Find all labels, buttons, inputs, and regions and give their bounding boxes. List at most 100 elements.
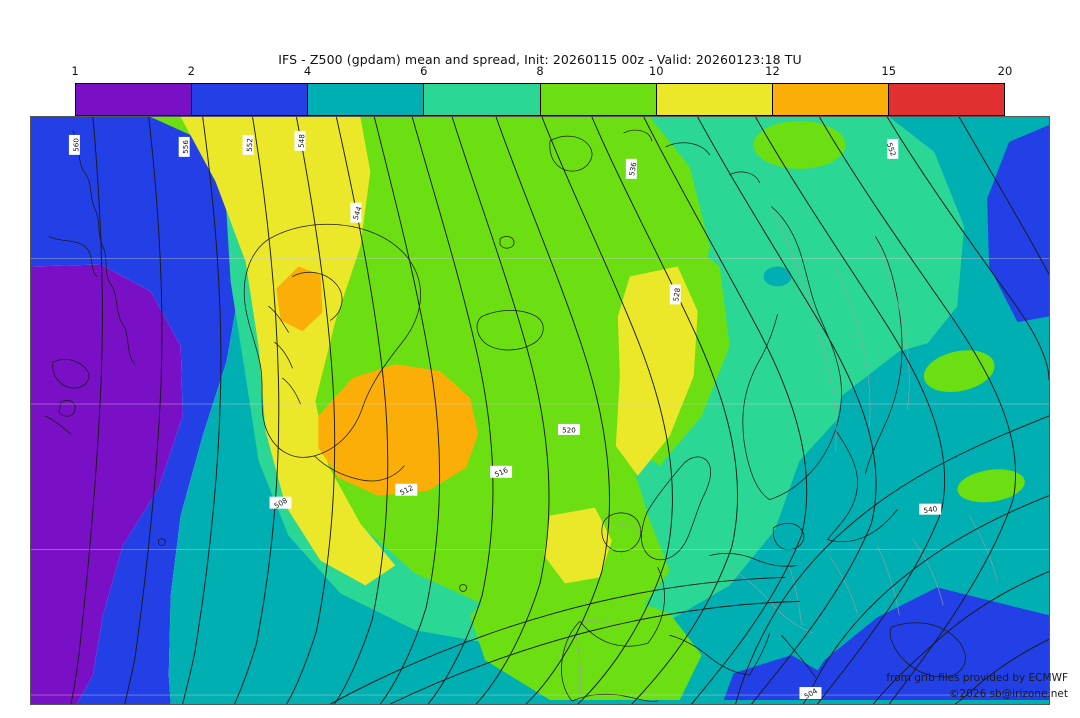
coast-arctic-isles [665, 142, 760, 184]
svg-text:556: 556 [181, 140, 190, 154]
border-fr-es [579, 620, 620, 628]
coast-europe-n [709, 553, 798, 567]
coast-labrador-2 [48, 236, 98, 277]
border-fin-rus [875, 238, 910, 411]
spread-band-10-12 [180, 117, 396, 586]
border-eu-3 [829, 555, 858, 614]
colorbar-tick-6: 6 [420, 64, 428, 78]
contour-label: 504 [799, 686, 822, 701]
contour-label: 544 [350, 202, 364, 223]
svg-text:552: 552 [245, 138, 254, 152]
page-title: IFS - Z500 (gpdam) mean and spread, Init… [278, 52, 802, 67]
contour-label: 560 [68, 134, 80, 155]
svg-text:528: 528 [671, 287, 682, 302]
contour-line [234, 117, 280, 704]
colorbar-tick-10: 10 [648, 64, 664, 78]
coast-biscay [579, 620, 649, 647]
colorbar-band-12-15 [772, 84, 889, 115]
coast-greenland-fjords [268, 305, 301, 405]
coast-norway [769, 206, 842, 501]
colorbar-band-2-4 [192, 84, 309, 115]
spread-teal-wedge [829, 316, 1049, 616]
contour-line [286, 117, 336, 704]
contour-line [373, 117, 441, 704]
colorbar-tick-12: 12 [765, 64, 780, 78]
coast-iceland [476, 309, 544, 351]
spread-band-12-15 [318, 364, 479, 496]
contour-line [958, 117, 1049, 275]
coastlines [44, 129, 966, 702]
graticule [31, 258, 1049, 696]
spread-shading [31, 117, 1049, 704]
colorbar: 1 2 4 6 8 10 12 15 20 [71, 64, 1012, 116]
coast-baltic [827, 509, 898, 543]
svg-text:540: 540 [923, 504, 938, 515]
coast-sweden-e [827, 429, 858, 540]
contour-line [390, 600, 800, 704]
credit-source: from grib files provided by ECMWF [886, 672, 1068, 684]
colorbar-band-4-6 [308, 84, 425, 115]
colorbar-tick-labels: 1 2 4 6 8 10 12 15 20 [71, 64, 1012, 80]
colorbar-tick-8: 8 [536, 64, 544, 78]
spread-band-2-4 [31, 117, 241, 704]
country-borders [575, 208, 998, 696]
border-eu-2 [789, 567, 802, 626]
coast-greenland [243, 223, 421, 458]
contour-line [755, 117, 946, 704]
coast-gb [641, 456, 711, 561]
svg-text:536: 536 [627, 161, 638, 176]
contour-line [495, 117, 611, 704]
contour-label: 508 [269, 496, 292, 510]
contour-label: 516 [490, 465, 513, 479]
border-eu-4 [877, 545, 900, 616]
coast-finland [864, 236, 903, 475]
map-svg: 560 556 552 548 [31, 117, 1049, 704]
contour-line [182, 117, 222, 704]
contour-line [886, 117, 1049, 381]
island-small-1 [58, 400, 76, 417]
colorbar-bands [75, 83, 1005, 116]
coast-adriatic [781, 634, 816, 678]
coast-greenland-s [314, 455, 405, 482]
contour-line [541, 117, 673, 704]
border-uk-ie [611, 523, 642, 530]
coast-iberia [561, 620, 581, 702]
coast-norway-w [742, 313, 778, 501]
coast-blacksea [889, 622, 966, 678]
map-panel[interactable]: 560 556 552 548 [30, 116, 1050, 705]
contour-labels: 560 556 552 548 [68, 130, 942, 701]
colorbar-band-10-12 [656, 84, 773, 115]
svg-text:520: 520 [562, 425, 576, 434]
contour-line [735, 415, 1049, 704]
coast-france [647, 567, 665, 644]
contour-line [697, 117, 877, 704]
border-eu-6 [968, 515, 998, 580]
border-pt-es [575, 635, 582, 696]
coast-med [669, 634, 750, 676]
coast-svalbard [549, 135, 593, 172]
border-nor-swe [771, 208, 837, 452]
contour-line [411, 117, 494, 704]
contour-label: 552 [242, 134, 254, 155]
spread-band-1-2 [31, 264, 183, 704]
contour-line [954, 638, 1049, 704]
coast-janmayen [499, 236, 515, 249]
spread-band-10-12-c [543, 507, 612, 584]
spread-pocket-green-1 [923, 350, 995, 393]
contour-label: 520 [557, 423, 580, 435]
contour-line [591, 117, 738, 704]
contour-line [819, 117, 1017, 704]
colorbar-tick-1: 1 [71, 64, 79, 78]
contour-line [330, 576, 786, 704]
svg-text:560: 560 [71, 138, 80, 152]
svg-text:552: 552 [885, 141, 898, 157]
colorbar-band-8-10 [540, 84, 657, 115]
spread-band-2-4-e2 [797, 573, 1049, 701]
coast-fja [623, 129, 653, 142]
colorbar-band-1-2 [76, 84, 193, 115]
colorbar-tick-20: 20 [997, 64, 1013, 78]
colorbar-tick-4: 4 [303, 64, 312, 78]
coast-denmark [772, 522, 805, 551]
colorbar-tick-15: 15 [881, 64, 897, 78]
border-swe-fin [835, 266, 871, 426]
